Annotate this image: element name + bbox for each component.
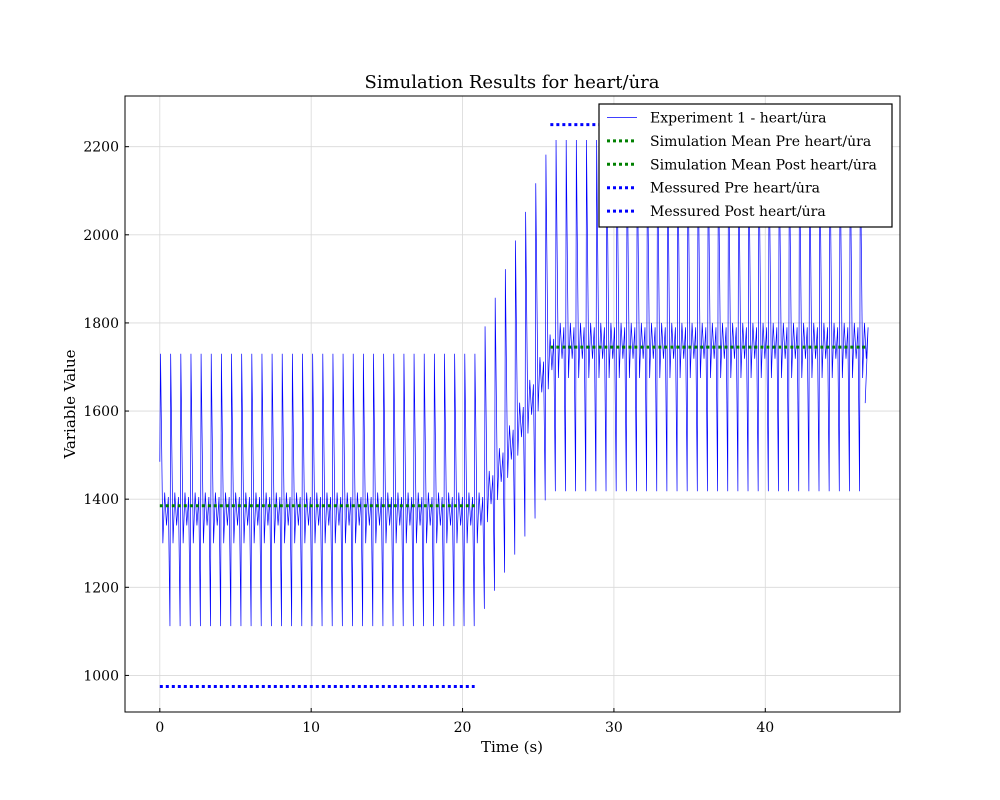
x-tick-label: 20 [454, 720, 472, 736]
legend-label: Simulation Mean Pre heart/u̇ra [650, 134, 871, 150]
x-tick-label: 0 [155, 720, 164, 736]
y-tick-label: 2000 [83, 228, 119, 244]
series-line-experiment [159, 140, 869, 627]
y-tick-label: 1200 [83, 580, 119, 596]
y-axis-label: Variable Value [61, 349, 79, 459]
legend-label: Simulation Mean Post heart/u̇ra [650, 157, 877, 173]
y-tick-label: 1000 [83, 668, 119, 684]
plot-frame [124, 95, 901, 713]
legend-box [598, 103, 893, 228]
x-axis-label: Time (s) [481, 738, 543, 756]
chart-title: Simulation Results for heart/u̇ra [365, 72, 660, 93]
legend-label: Experiment 1 - heart/u̇ra [650, 111, 826, 127]
y-tick-label: 1800 [83, 316, 119, 332]
x-tick-label: 40 [756, 720, 774, 736]
legend: Experiment 1 - heart/u̇ra Simulation Mean… [598, 103, 893, 228]
y-tick-label: 1400 [83, 492, 119, 508]
legend-label: Messured Pre heart/u̇ra [650, 181, 820, 197]
legend-label: Messured Post heart/u̇ra [650, 204, 826, 220]
y-tick-label: 2200 [83, 140, 119, 156]
ticks: 0 10 20 30 40 1000 1200 1400 1600 1800 2000 2200 [83, 140, 774, 736]
x-tick-label: 10 [302, 720, 320, 736]
y-tick-label: 1600 [83, 404, 119, 420]
x-tick-label: 30 [605, 720, 623, 736]
